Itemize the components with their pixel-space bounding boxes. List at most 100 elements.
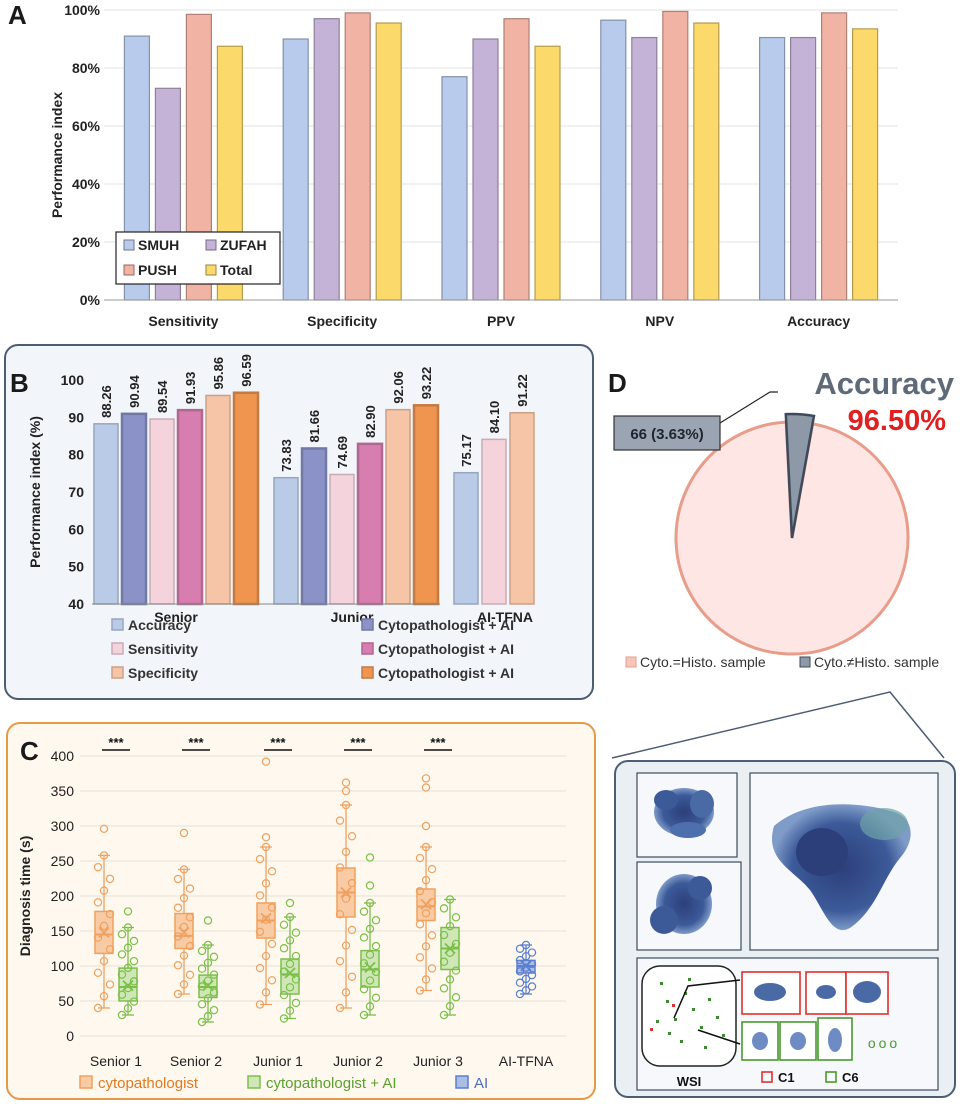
b-bar [176,408,204,606]
c-data-point [185,884,195,893]
c1-label: C1 [778,1070,795,1085]
c1-crops [741,971,889,1015]
c-data-point [129,936,139,946]
chart-d: D Accuracy 96.50% 66 (3.63%) Cyto.=Histo… [608,366,955,670]
c-data-point [341,894,351,903]
c-data-point [347,832,357,841]
a-bar [631,36,658,301]
a-bar [758,36,786,301]
a-xtick-label: PPV [487,313,516,329]
c-data-point [427,931,437,940]
c-data-point [415,853,425,863]
cytology-image-1 [636,772,738,858]
c-data-point [197,1000,207,1009]
c-ytick-label: 400 [51,748,75,764]
b-legend-swatch [111,642,124,655]
c-data-point [521,986,531,995]
a-ytick-label: 60% [72,118,101,134]
c-outlier-point [99,824,109,834]
a-bar [313,18,340,301]
c-data-point [267,939,277,949]
c-data-point [427,964,437,973]
c-data-point [255,927,265,937]
c-data-point [255,891,265,900]
wsi-thumbnail [641,965,737,1067]
c-data-point [335,910,345,919]
c-data-point [341,941,351,950]
c-data-point [279,920,289,930]
legend-a: SMUH ZUFAH PUSH Total [115,231,281,285]
b-legend-label: Cytopathologist + AI [378,617,514,633]
c-data-point [197,964,207,973]
zoom-funnel [611,691,945,759]
d-slice-mismatch [784,412,816,539]
c-data-point [421,942,431,951]
c-data-point [197,1017,207,1027]
c-data-point [521,952,531,961]
b-bar [120,412,148,606]
c-data-point [105,909,115,919]
c-data-point [285,983,295,992]
b-bar [149,418,175,605]
c-data-point [203,994,213,1003]
c-data-point [347,878,357,888]
c-data-point [347,925,357,935]
legend-d-swatch-match [625,656,637,668]
b-bar-label: 81.66 [307,410,322,443]
c-data-point [129,997,139,1006]
c-xtick-label: Junior 2 [333,1053,383,1069]
a-bar [789,36,817,301]
c-data-point [261,988,271,997]
c-data-point [415,986,425,995]
c-data-point [179,865,189,874]
c-data-point [179,951,189,960]
a-ytick-label: 0% [80,292,101,308]
legend-d-label-match: Cyto.=Histo. sample [640,654,766,670]
c-data-point [285,936,295,945]
c-data-point [185,970,195,980]
c-outlier-point [421,774,431,783]
wsi-label: WSI [677,1074,702,1089]
c-data-point [335,816,345,825]
b-bar [385,408,411,605]
c-data-point [105,874,115,884]
legend-a-label-smuh: SMUH [138,237,179,253]
c-ytick-label: 200 [51,888,75,904]
c-box [280,958,300,995]
a-bar [472,38,499,301]
c-data-point [365,898,375,908]
c-data-point [209,988,219,997]
ellipsis-label: ooo [868,1035,900,1051]
c-data-point [261,842,271,852]
a-bar [375,22,402,301]
b-bar-label: 91.22 [515,374,530,407]
c-outlier-point [261,832,271,842]
c-outlier-point [179,828,189,838]
c-data-point [439,1010,449,1020]
c-data-point [335,956,345,966]
c-xtick-label: Senior 1 [90,1053,142,1069]
c-legend-label: cytopathologist [98,1075,199,1092]
c-data-point [99,886,109,895]
panel-letter-c: C [20,736,39,766]
c-data-point [439,984,449,993]
a-bar [534,45,561,301]
b-bar-label: 92.06 [391,371,406,404]
c-data-point [99,851,109,860]
cytology-image-2 [636,861,742,951]
b-bar-label: 84.10 [487,401,502,434]
legend-a-label-total: Total [220,262,252,278]
c-outlier-point [341,786,351,796]
c-legend-label: cytopathologist + AI [266,1075,397,1092]
c-data-point [117,1010,127,1020]
c-data-point [99,992,109,1001]
c-data-point [93,933,103,942]
c-data-point [261,915,271,924]
b-bar-label: 90.94 [127,375,142,408]
c-data-point [285,912,295,922]
c-data-point [421,842,431,852]
c-data-point [335,1003,345,1013]
c-outlier-point [341,778,351,787]
b-bar [356,442,384,606]
b-bar-label: 82.90 [363,405,378,438]
